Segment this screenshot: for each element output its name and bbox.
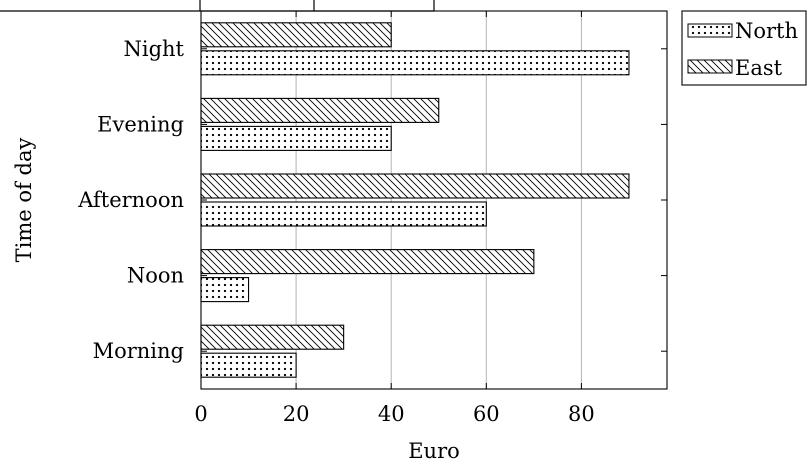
bar-north-night <box>200 50 630 76</box>
bar-east-morning <box>200 324 345 350</box>
bar-east-evening <box>200 97 440 123</box>
top-frame-fragment <box>0 0 435 12</box>
x-tick-label: 0 <box>194 402 207 426</box>
ticks: 0 20 40 60 80 Morning Noon Afternoon Evening Nigh… <box>77 11 667 426</box>
bar-east-afternoon <box>200 173 630 199</box>
legend-swatch-north <box>687 23 733 38</box>
bar-east-night <box>200 22 392 48</box>
x-axis-title: Euro <box>408 439 460 463</box>
x-tick-label: 20 <box>283 402 310 426</box>
y-tick-label-evening: Evening <box>97 112 184 136</box>
legend-label-north: North <box>735 19 798 43</box>
x-tick-label: 40 <box>378 402 405 426</box>
legend-label-east: East <box>735 56 783 80</box>
bar-north-noon <box>200 277 250 303</box>
bar-north-morning <box>200 352 297 378</box>
y-axis-title: Time of day <box>12 138 36 263</box>
y-tick-label-night: Night <box>124 37 185 61</box>
y-tick-label-morning: Morning <box>93 339 184 363</box>
y-tick-label-noon: Noon <box>127 264 184 288</box>
bar-north-afternoon <box>200 201 487 227</box>
bars <box>200 22 630 378</box>
bar-north-evening <box>200 125 392 151</box>
x-tick-label: 60 <box>473 402 500 426</box>
legend-swatch-east <box>687 59 733 74</box>
legend: North East <box>681 10 807 86</box>
y-tick-label-afternoon: Afternoon <box>77 188 184 212</box>
x-tick-label: 80 <box>568 402 595 426</box>
bar-east-noon <box>200 249 535 275</box>
